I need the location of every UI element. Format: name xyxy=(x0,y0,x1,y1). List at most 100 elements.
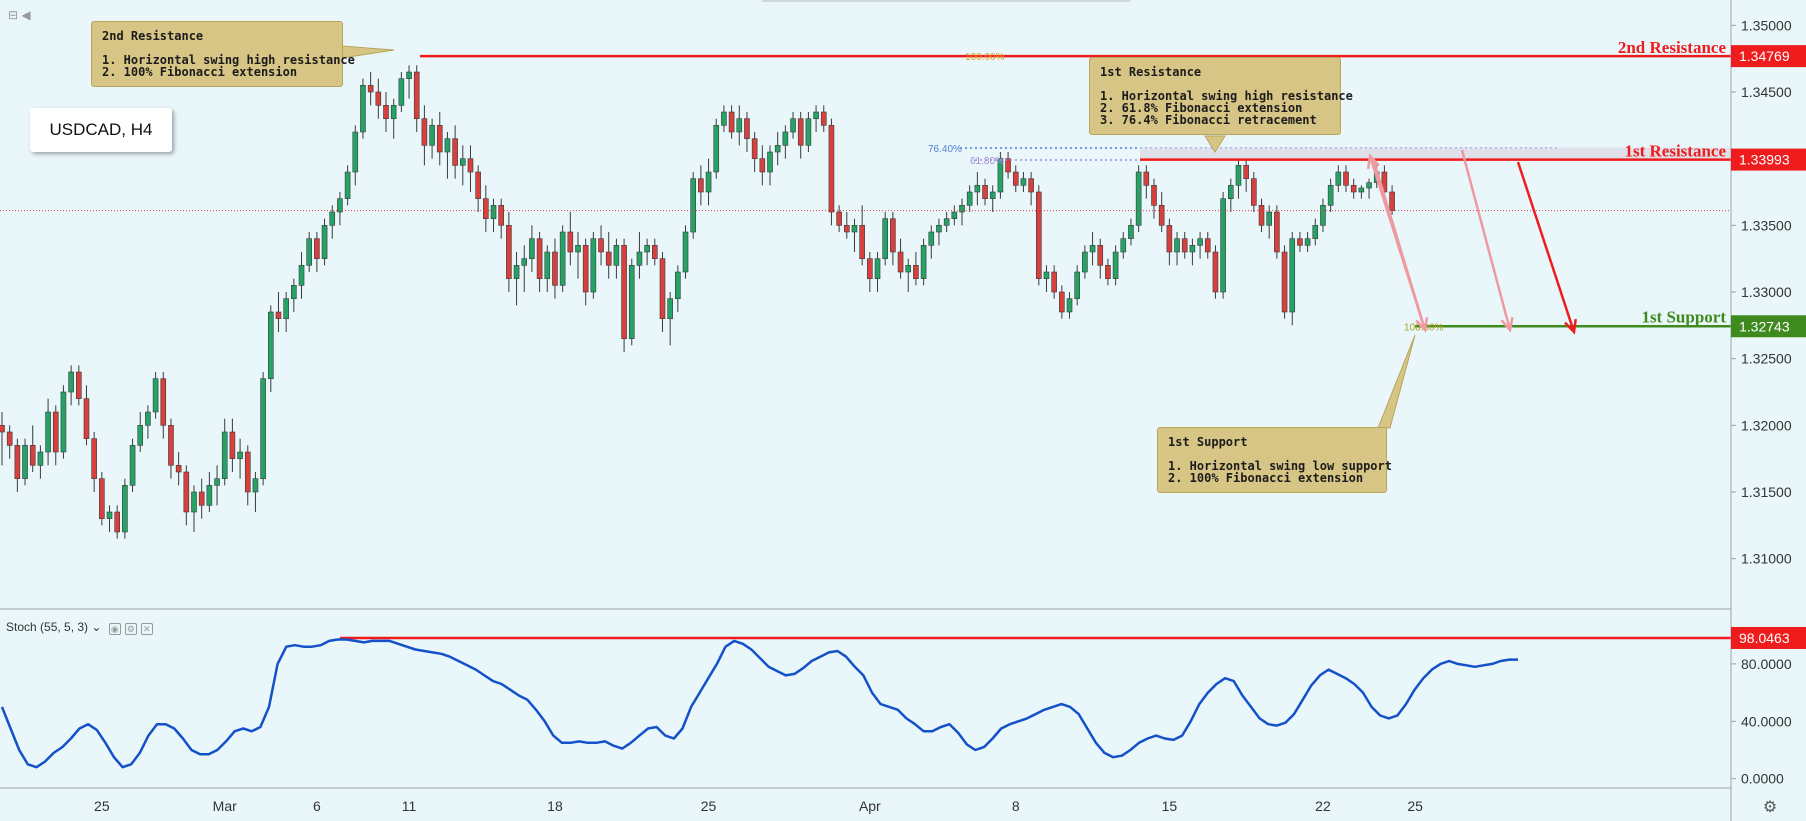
candle xyxy=(529,225,535,272)
candle xyxy=(536,232,543,292)
candle xyxy=(1181,232,1188,259)
overlay-layer xyxy=(341,45,1577,429)
candle xyxy=(805,112,812,152)
symbol-label: USDCAD, H4 xyxy=(30,108,172,152)
candle xyxy=(229,418,236,472)
candle xyxy=(1059,285,1065,319)
level-price-badge xyxy=(1731,148,1806,171)
candle xyxy=(1366,178,1372,199)
indicator-label[interactable]: Stoch (55, 5, 3) ⌄ ◉ ⚙ ✕ xyxy=(6,620,153,635)
resistance-1-annotation: 1st Resistance 1. Horizontal swing high … xyxy=(1089,57,1353,135)
candle xyxy=(820,105,827,132)
candle xyxy=(1343,165,1349,192)
candle-body xyxy=(1343,171,1349,186)
fib-level-label: 61.80% xyxy=(970,156,1004,167)
candle xyxy=(1051,265,1057,299)
level-name-label: 2nd Resistance xyxy=(1618,38,1727,57)
candle xyxy=(283,292,289,332)
candle xyxy=(867,252,873,292)
candle-body xyxy=(767,151,773,173)
candle xyxy=(636,232,643,279)
candle-body xyxy=(337,198,343,213)
swing-leg-arrow-down-2-head xyxy=(1500,316,1514,333)
candle xyxy=(360,78,366,139)
candle xyxy=(1020,172,1027,192)
candle-body xyxy=(521,258,528,266)
candle xyxy=(790,112,796,139)
candle xyxy=(221,418,228,486)
candle xyxy=(698,165,704,206)
candle-body xyxy=(1243,165,1249,179)
candle xyxy=(1281,245,1288,319)
candle xyxy=(237,438,243,479)
candle xyxy=(244,445,251,506)
resistance-1-reason-3: 3. 76.4% Fibonacci retracement xyxy=(1100,113,1317,127)
candle xyxy=(99,472,105,526)
candle xyxy=(1212,245,1219,299)
candle-body xyxy=(989,191,996,199)
candle xyxy=(559,225,566,292)
candle-body xyxy=(275,311,282,319)
window-controls[interactable]: ⊟ ◀ xyxy=(8,8,31,22)
candle xyxy=(836,205,842,232)
candle xyxy=(936,218,942,246)
candle xyxy=(1128,218,1134,246)
candle-body xyxy=(198,491,205,506)
candle xyxy=(106,505,113,532)
chevron-left-icon[interactable]: ◀ xyxy=(21,8,31,22)
candle-body xyxy=(621,245,627,339)
candle-body xyxy=(160,378,167,426)
candle xyxy=(628,258,635,346)
candle xyxy=(920,238,927,286)
candle-body xyxy=(483,198,489,219)
candle xyxy=(45,398,51,466)
candle xyxy=(552,238,558,299)
candle-body xyxy=(1189,245,1196,253)
candle-body xyxy=(1082,251,1088,273)
candle-body xyxy=(905,265,912,273)
candle-body xyxy=(168,425,174,466)
candle xyxy=(475,165,481,212)
candle xyxy=(1166,218,1173,266)
time-tick-label: 25 xyxy=(1407,798,1423,814)
candle-body xyxy=(567,231,574,253)
candle-body xyxy=(536,238,543,279)
gear-icon[interactable]: ⚙ xyxy=(124,623,137,635)
candle-body xyxy=(966,191,973,206)
candle xyxy=(398,72,405,112)
candle-body xyxy=(575,245,581,253)
stoch-level-label: 98.0463 xyxy=(1739,630,1790,646)
gear-icon: ⚙ xyxy=(1763,799,1777,816)
chevron-down-icon[interactable]: ⌄ xyxy=(91,620,102,634)
candle-body xyxy=(882,218,889,259)
eye-icon[interactable]: ◉ xyxy=(108,623,121,635)
candle-body xyxy=(1312,225,1319,239)
candle-body xyxy=(52,411,59,453)
candle-body xyxy=(1389,191,1395,211)
candle-body xyxy=(99,478,105,519)
candle xyxy=(421,105,428,166)
candle-body xyxy=(206,485,213,506)
support-1-reason-2: 2. 100% Fibonacci extension xyxy=(1168,471,1364,485)
candle-body xyxy=(252,478,259,493)
candle-body xyxy=(452,138,458,166)
candle xyxy=(436,112,443,166)
square-minus-icon[interactable]: ⊟ xyxy=(8,8,19,22)
candle xyxy=(521,245,528,292)
candle xyxy=(728,105,735,139)
candle xyxy=(582,238,589,306)
candle xyxy=(1089,232,1096,266)
candle xyxy=(1028,172,1034,206)
candle xyxy=(191,485,197,532)
candle xyxy=(452,125,458,179)
candle xyxy=(913,252,919,286)
candle-body xyxy=(360,85,366,133)
time-tick-label: 11 xyxy=(402,798,417,814)
close-icon[interactable]: ✕ xyxy=(140,623,153,635)
resistance-1-title: 1st Resistance xyxy=(1100,65,1202,79)
candle-body xyxy=(1166,225,1173,253)
candle-body xyxy=(91,438,97,479)
candle-body xyxy=(605,251,612,266)
